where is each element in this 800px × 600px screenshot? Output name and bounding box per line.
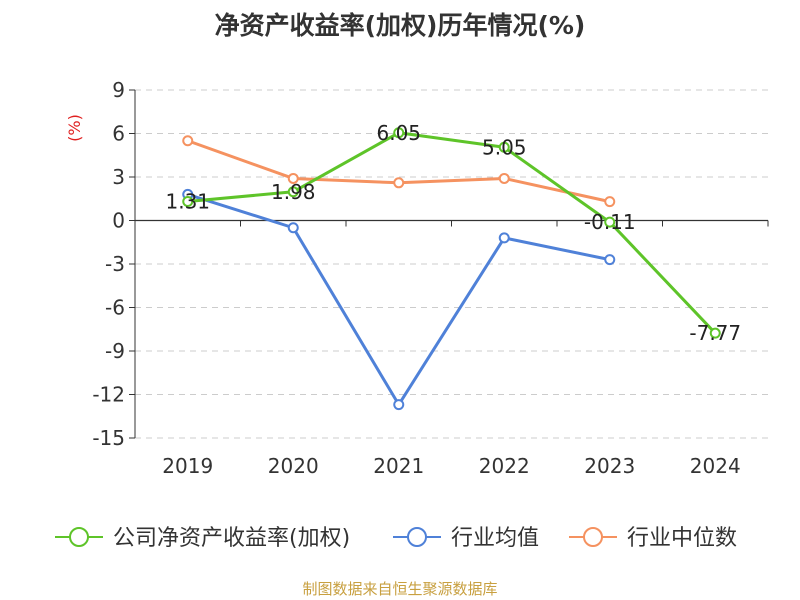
y-tick-label: -9 bbox=[105, 339, 125, 363]
data-point bbox=[393, 177, 405, 189]
y-tick-label: 0 bbox=[112, 209, 125, 233]
legend-label: 行业均值 bbox=[451, 526, 539, 551]
data-point bbox=[498, 232, 510, 244]
y-tick-label: 9 bbox=[112, 78, 125, 102]
series-line bbox=[187, 139, 611, 204]
legend-marker bbox=[583, 527, 603, 547]
x-tick-label: 2021 bbox=[373, 454, 424, 478]
data-point bbox=[604, 196, 616, 208]
y-tick-label: 6 bbox=[112, 122, 125, 146]
data-label: 1.98 bbox=[271, 180, 316, 204]
x-tick-label: 2023 bbox=[584, 454, 635, 478]
data-point bbox=[604, 254, 616, 266]
y-tick-label: 3 bbox=[112, 165, 125, 189]
series-line bbox=[187, 192, 611, 407]
data-point bbox=[393, 127, 405, 139]
data-point bbox=[182, 196, 194, 208]
legend-label: 公司净资产收益率(加权) bbox=[113, 526, 350, 551]
data-label: -0.11 bbox=[584, 210, 636, 234]
x-tick-label: 2019 bbox=[162, 454, 213, 478]
y-tick-label: -15 bbox=[92, 426, 125, 450]
x-tick-label: 2022 bbox=[479, 454, 530, 478]
data-point bbox=[604, 216, 616, 228]
legend-marker bbox=[407, 527, 427, 547]
data-label: -7.77 bbox=[689, 321, 741, 345]
data-label: 5.05 bbox=[482, 135, 527, 159]
legend-label: 行业中位数 bbox=[627, 526, 737, 551]
data-label: 1.31 bbox=[165, 190, 210, 214]
data-point bbox=[393, 399, 405, 411]
data-point bbox=[287, 172, 299, 184]
source-note: 制图数据来自恒生聚源数据库 bbox=[302, 580, 498, 598]
data-point bbox=[498, 141, 510, 153]
y-tick-label: -6 bbox=[105, 296, 125, 320]
series-line bbox=[187, 131, 717, 335]
data-point bbox=[287, 222, 299, 234]
data-label: 6.05 bbox=[376, 121, 421, 145]
y-tick-label: -3 bbox=[105, 252, 125, 276]
chart-title: 净资产收益率(加权)历年情况(%) bbox=[214, 11, 586, 40]
x-tick-label: 2020 bbox=[268, 454, 319, 478]
y-tick-label: -12 bbox=[92, 383, 125, 407]
data-point bbox=[498, 172, 510, 184]
data-point bbox=[287, 186, 299, 198]
legend-marker bbox=[69, 527, 89, 547]
x-tick-label: 2024 bbox=[690, 454, 741, 478]
y-axis-label: (%) bbox=[65, 114, 84, 142]
data-point bbox=[182, 135, 194, 147]
data-point bbox=[709, 327, 721, 339]
